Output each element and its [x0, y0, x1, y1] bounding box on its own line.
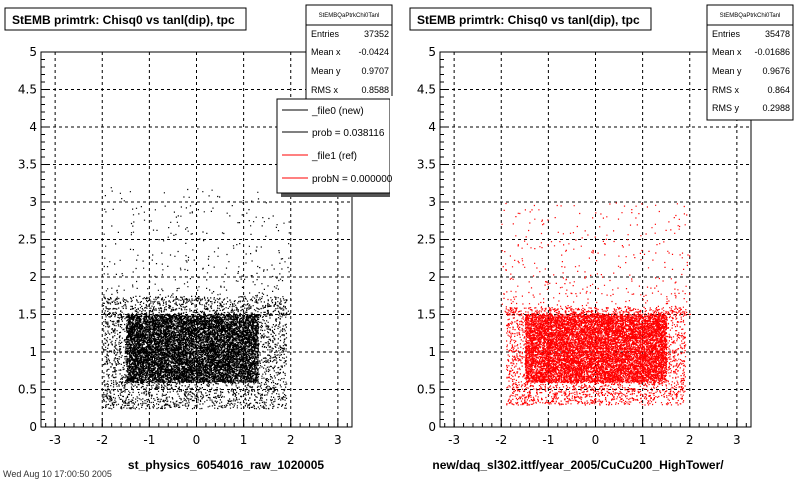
left-ytick-label: 1.5	[18, 308, 37, 322]
left-xtick-label: 3	[334, 433, 342, 447]
left-stats-label-mean-y: Mean y	[311, 66, 341, 76]
left-legend-label-ref: _file1 (ref)	[311, 151, 357, 162]
right-stats-label-rms-x: RMS x	[712, 85, 740, 95]
left-points	[102, 187, 292, 410]
left-stats-frame	[305, 4, 393, 101]
right-ytick-label: 4	[428, 120, 436, 134]
right-stats-value-rms-y: 0.2988	[762, 103, 790, 113]
right-stats-value-entries: 35478	[765, 29, 790, 39]
right-ytick-label: 2	[428, 270, 436, 284]
left-ytick-label: 2.5	[18, 233, 37, 247]
right-stats-label-mean-x: Mean x	[712, 47, 742, 57]
right-stats-value-mean-y: 0.9676	[762, 66, 790, 76]
left-stats-value-mean-y: 0.9707	[361, 66, 389, 76]
right-xtick-label: 1	[639, 433, 647, 447]
left-xtick-label: -2	[96, 433, 108, 447]
left-legend-label-probn: probN = 0.000000	[312, 174, 393, 185]
right-xtick-label: 2	[686, 433, 694, 447]
right-ytick-label: 3	[428, 195, 436, 209]
left-ytick-label: 1	[29, 345, 37, 359]
right-scatter-markers	[501, 202, 691, 406]
left-stats-value-rms-x: 0.8588	[361, 85, 389, 95]
left-stats-label-mean-x: Mean x	[311, 47, 341, 57]
right-chart-title: StEMB primtrk: Chisq0 vs tanl(dip), tpc	[417, 13, 640, 27]
left-legend-label-new: _file0 (new)	[311, 106, 364, 117]
left-ytick-label: 4.5	[18, 83, 37, 97]
right-ytick-label: 2.5	[417, 233, 436, 247]
right-ytick-label: 3.5	[417, 158, 436, 172]
right-x-axis-label: new/daq_sl302.ittf/year_2005/CuCu200_Hig…	[432, 458, 724, 472]
right-title-box	[409, 7, 652, 31]
left-stats-label-rms-x: RMS x	[311, 85, 339, 95]
right-xtick-label: -3	[448, 433, 460, 447]
left-ytick-label: 0	[29, 420, 37, 434]
left-xtick-label: -1	[143, 433, 155, 447]
right-xtick-label: 0	[592, 433, 600, 447]
left-ytick-label: 3	[29, 195, 37, 209]
left-xtick-label: 2	[287, 433, 295, 447]
right-pad: StEMB primtrk: Chisq0 vs tanl(dip), tpc …	[409, 4, 794, 472]
right-stats-label-mean-y: Mean y	[712, 66, 742, 76]
left-xtick-label: 1	[240, 433, 248, 447]
right-stats-value-mean-x: -0.01686	[754, 47, 790, 57]
right-stats-box: StEMBQaPtrkChi0Tanl Entries 35478 Mean x…	[706, 4, 794, 121]
right-xtick-label: -2	[495, 433, 507, 447]
left-chart-title: StEMB primtrk: Chisq0 vs tanl(dip), tpc	[12, 13, 235, 27]
left-xtick-label: 0	[193, 433, 201, 447]
right-stats-name: StEMBQaPtrkChi0Tanl	[720, 13, 781, 19]
left-xtick-label: -3	[49, 433, 61, 447]
left-ytick-label: 3.5	[18, 158, 37, 172]
right-stats-frame	[706, 4, 794, 121]
left-legend-frame	[276, 98, 391, 194]
right-ytick-label: 4.5	[417, 83, 436, 97]
left-x-axis-label: st_physics_6054016_raw_1020005	[128, 458, 324, 472]
right-points	[501, 202, 691, 406]
right-ytick-label: 0.5	[417, 383, 436, 397]
right-xtick-label: -1	[542, 433, 554, 447]
left-scatter-markers	[102, 187, 292, 410]
left-ytick-label: 2	[29, 270, 37, 284]
canvas-footer-timestamp: Wed Aug 10 17:00:50 2005	[3, 469, 112, 479]
right-xtick-label: 3	[733, 433, 741, 447]
left-ytick-label: 5	[29, 45, 37, 59]
right-ytick-label: 1	[428, 345, 436, 359]
left-stats-box: StEMBQaPtrkChi0Tanl Entries 37352 Mean x…	[305, 4, 393, 101]
left-title-box	[4, 7, 247, 31]
right-stats-value-rms-x: 0.864	[767, 85, 790, 95]
right-ytick-label: 5	[428, 45, 436, 59]
left-legend-label-prob: prob = 0.038116	[312, 128, 385, 139]
left-ytick-label: 0.5	[18, 383, 37, 397]
left-stats-value-mean-x: -0.0424	[358, 47, 389, 57]
right-stats-label-entries: Entries	[712, 29, 741, 39]
right-ytick-label: 1.5	[417, 308, 436, 322]
left-pad: StEMB primtrk: Chisq0 vs tanl(dip), tpc …	[4, 4, 402, 472]
right-ytick-label: 0	[428, 420, 436, 434]
right-stats-label-rms-y: RMS y	[712, 103, 740, 113]
left-legend: _file0 (new) prob = 0.038116 _file1 (ref…	[276, 96, 402, 200]
left-ytick-label: 4	[29, 120, 37, 134]
left-stats-name: StEMBQaPtrkChi0Tanl	[319, 13, 380, 19]
left-stats-value-entries: 37352	[364, 29, 389, 39]
left-stats-label-entries: Entries	[311, 29, 340, 39]
left-legend-clip-mask	[390, 96, 402, 200]
right-axes: -3 -2 -1 0 1 2 3 0 0.5 1 1.5 2 2.5 3 3.5 4 4.5 5	[417, 45, 747, 447]
left-axes: -3 -2 -1 0 1 2 3 0 0.5 1 1.5 2 2.5 3 3.5 4 4.5 5	[18, 45, 348, 447]
